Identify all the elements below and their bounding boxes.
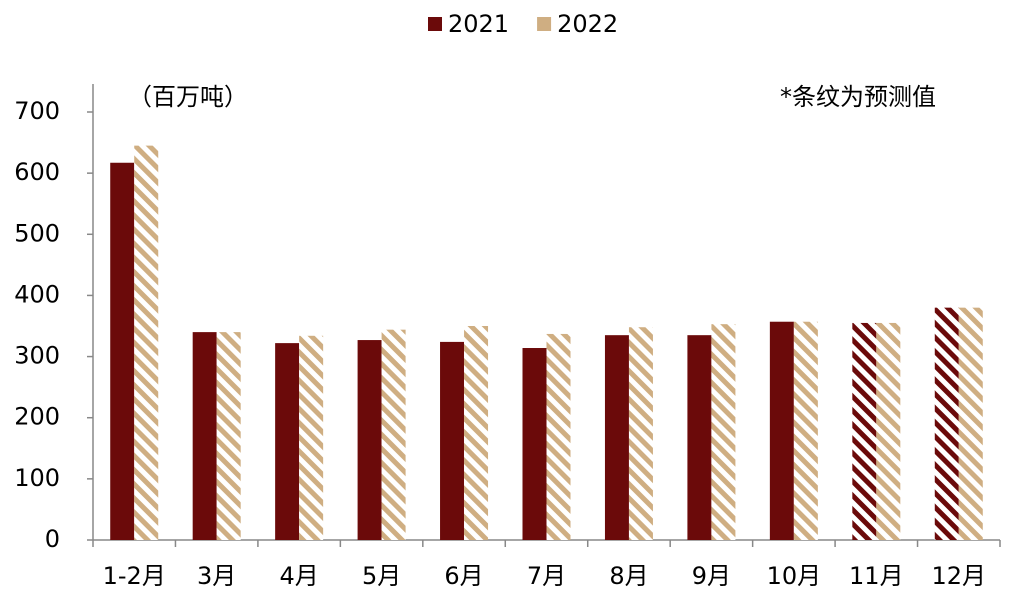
bar bbox=[299, 335, 324, 540]
bar bbox=[628, 327, 653, 540]
legend-label: 2022 bbox=[557, 10, 618, 38]
bar bbox=[958, 307, 983, 540]
legend-swatch bbox=[428, 17, 442, 31]
y-tick-label: 0 bbox=[45, 525, 60, 553]
x-tick-label: 8月 bbox=[609, 562, 648, 590]
bar bbox=[852, 322, 877, 540]
y-tick-label: 400 bbox=[14, 280, 60, 308]
x-tick-label: 10月 bbox=[767, 562, 822, 590]
annotation: *条纹为预测值 bbox=[780, 83, 936, 111]
x-tick-label: 3月 bbox=[197, 562, 236, 590]
x-tick-label: 1-2月 bbox=[103, 562, 166, 590]
x-tick-label: 4月 bbox=[279, 562, 318, 590]
bar bbox=[440, 341, 465, 540]
x-tick-label: 5月 bbox=[362, 562, 401, 590]
bar bbox=[216, 332, 241, 540]
bar bbox=[546, 333, 571, 540]
y-tick-label: 100 bbox=[14, 464, 60, 492]
bar bbox=[381, 329, 406, 540]
bar bbox=[522, 348, 547, 540]
x-tick-label: 7月 bbox=[527, 562, 566, 590]
bar bbox=[134, 145, 159, 540]
bar bbox=[934, 307, 959, 540]
y-tick-label: 300 bbox=[14, 342, 60, 370]
bar bbox=[711, 324, 736, 540]
bar bbox=[793, 321, 818, 540]
y-tick-label: 600 bbox=[14, 158, 60, 186]
bar bbox=[275, 343, 300, 540]
bar bbox=[876, 322, 901, 540]
bar bbox=[110, 162, 135, 540]
x-tick-label: 11月 bbox=[849, 562, 904, 590]
legend-swatch bbox=[537, 17, 552, 31]
bar bbox=[604, 335, 629, 540]
x-tick-label: 12月 bbox=[931, 562, 986, 590]
bar bbox=[464, 326, 489, 540]
x-tick-label: 9月 bbox=[692, 562, 731, 590]
bar bbox=[357, 340, 382, 540]
unit-label: （百万吨） bbox=[128, 83, 248, 111]
bar bbox=[687, 335, 712, 540]
bar bbox=[769, 321, 794, 540]
y-tick-label: 500 bbox=[14, 219, 60, 247]
legend-label: 2021 bbox=[448, 10, 509, 38]
x-tick-label: 6月 bbox=[444, 562, 483, 590]
y-tick-label: 700 bbox=[14, 97, 60, 125]
bar bbox=[192, 332, 217, 540]
y-tick-label: 200 bbox=[14, 403, 60, 431]
